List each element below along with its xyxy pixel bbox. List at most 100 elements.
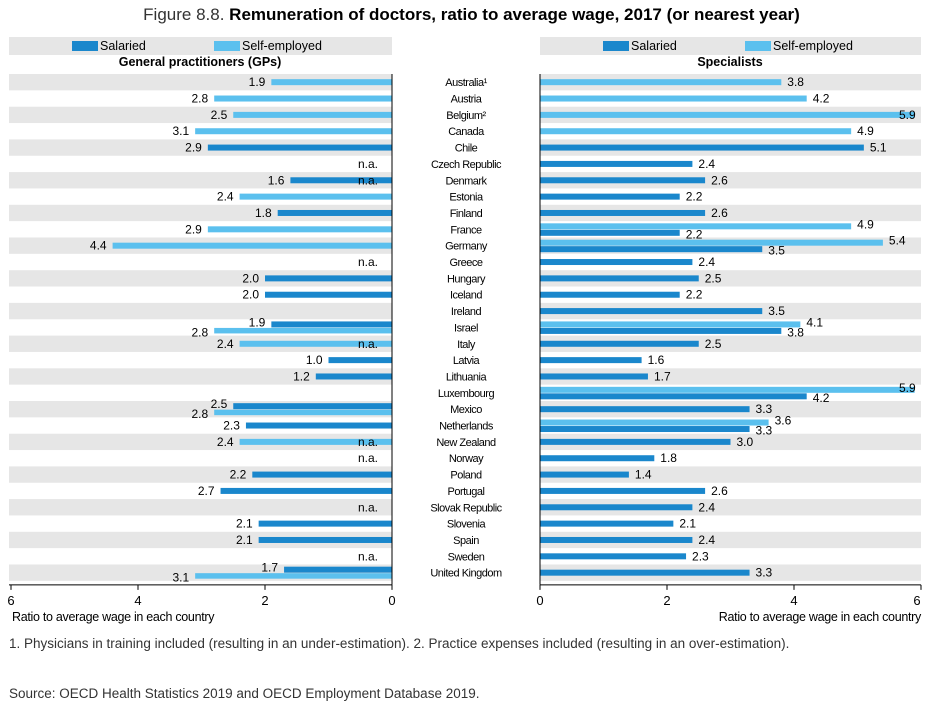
gp-row-band <box>9 172 392 189</box>
sp-value-label-salaried: 3.3 <box>756 402 773 416</box>
sp-bar-self-employed <box>540 128 852 135</box>
sp-value-label-salaried: 2.5 <box>705 337 722 351</box>
sp-bar-salaried <box>540 144 864 151</box>
gp-bar-self-employed <box>239 340 392 347</box>
sp-value-label-salaried: 2.6 <box>711 206 728 220</box>
gp-legend-label-1: Self-employed <box>242 39 322 53</box>
sp-value-label-salaried: 2.4 <box>698 255 715 269</box>
gp-row-band <box>9 302 392 320</box>
gp-panel-title: General practitioners (GPs) <box>119 55 282 69</box>
sp-bar-salaried <box>540 308 763 315</box>
sp-value-label-self-employed: 5.9 <box>899 108 916 122</box>
sp-value-label-salaried: 1.7 <box>654 369 671 383</box>
sp-bar-salaried <box>540 536 693 543</box>
sp-row-band <box>540 172 921 189</box>
sp-x-tick-label: 4 <box>790 593 797 608</box>
country-label: Greece <box>449 257 482 269</box>
country-label: Hungary <box>447 273 486 285</box>
gp-bar-self-employed <box>271 79 392 86</box>
sp-x-axis-title: Ratio to average wage in each country <box>719 610 922 624</box>
sp-x-tick-label: 2 <box>663 593 670 608</box>
country-label: New Zealand <box>436 437 496 449</box>
gp-value-label-self-employed: 2.9 <box>185 222 202 236</box>
sp-legend-swatch-0 <box>603 41 629 51</box>
sp-value-label-self-employed: 3.6 <box>775 414 792 428</box>
gp-row-band <box>9 139 392 156</box>
sp-bar-self-employed <box>540 386 915 393</box>
sp-row-band <box>540 531 921 549</box>
gp-value-label-salaried: 2.5 <box>211 397 228 411</box>
gp-bar-salaried <box>233 403 392 410</box>
gp-row-band <box>9 335 392 352</box>
gp-value-label-self-employed: 2.4 <box>217 435 234 449</box>
sp-value-label-salaried: 3.0 <box>737 435 754 449</box>
country-label: Australia¹ <box>445 77 487 89</box>
sp-row-band <box>540 368 921 385</box>
gp-bar-salaried <box>315 373 392 380</box>
gp-na-label: n.a. <box>358 337 378 351</box>
country-label: Slovak Republic <box>430 502 502 514</box>
gp-bar-self-employed <box>233 111 392 118</box>
sp-row-band <box>540 204 921 222</box>
gp-na-label: n.a. <box>358 435 378 449</box>
gp-value-label-salaried: 2.1 <box>236 517 253 531</box>
sp-bar-salaried <box>540 327 782 334</box>
gp-legend-swatch-0 <box>72 41 98 51</box>
country-label: Belgium² <box>446 110 486 122</box>
gp-value-label-salaried: 2.7 <box>198 484 215 498</box>
gp-row-band <box>9 270 392 287</box>
sp-bar-salaried <box>540 426 750 433</box>
gp-legend-swatch-1 <box>214 41 240 51</box>
sp-bar-salaried <box>540 520 674 527</box>
country-label: Spain <box>453 535 479 547</box>
country-label: Iceland <box>450 290 482 302</box>
sp-bar-salaried <box>540 487 706 494</box>
gp-value-label-self-employed: 3.1 <box>172 571 189 585</box>
gp-value-label-self-employed: 2.8 <box>192 407 209 421</box>
source-note: Source: OECD Health Statistics 2019 and … <box>9 686 480 701</box>
gp-bar-self-employed <box>239 438 392 445</box>
gp-row-band <box>9 531 392 549</box>
sp-bar-salaried <box>540 291 680 298</box>
sp-bar-self-employed <box>540 321 801 328</box>
sp-panel-title: Specialists <box>697 55 762 69</box>
gp-x-tick-label: 4 <box>134 593 141 608</box>
sp-value-label-self-employed: 5.4 <box>889 234 906 248</box>
gp-bar-self-employed <box>214 95 392 102</box>
gp-bar-salaried <box>328 357 392 364</box>
sp-row-band <box>540 466 921 483</box>
gp-bar-salaried <box>271 321 392 328</box>
country-label: Luxembourg <box>438 388 495 400</box>
sp-value-label-salaried: 1.6 <box>648 353 665 367</box>
country-label: Poland <box>450 470 482 482</box>
gp-bar-salaried <box>290 177 392 184</box>
gp-x-axis-title: Ratio to average wage in each country <box>12 610 215 624</box>
country-label: Austria <box>451 94 483 106</box>
sp-value-label-self-employed: 4.9 <box>857 124 874 138</box>
gp-bar-salaried <box>220 487 392 494</box>
sp-value-label-salaried: 2.2 <box>686 190 703 204</box>
gp-na-label: n.a. <box>358 255 378 269</box>
sp-bar-salaried <box>540 357 642 364</box>
gp-bar-self-employed <box>207 226 392 233</box>
sp-legend-label-0: Salaried <box>631 39 677 53</box>
sp-bar-self-employed <box>540 223 852 230</box>
country-label: Czech Republic <box>431 159 502 171</box>
country-label: United Kingdom <box>430 568 502 580</box>
gp-value-label-salaried: 2.0 <box>242 288 259 302</box>
sp-bar-self-employed <box>540 419 769 426</box>
country-label: Denmark <box>445 175 487 187</box>
sp-value-label-salaried: 2.1 <box>679 517 696 531</box>
sp-value-label-salaried: 3.3 <box>756 566 773 580</box>
figure-number: Figure 8.8. <box>143 5 225 24</box>
sp-value-label-salaried: 1.4 <box>635 468 652 482</box>
gp-value-label-self-employed: 4.4 <box>90 239 107 253</box>
sp-bar-salaried <box>540 340 699 347</box>
sp-value-label-salaried: 2.4 <box>698 157 715 171</box>
sp-value-label-salaried: 3.3 <box>756 424 773 438</box>
gp-value-label-salaried: 1.6 <box>268 173 285 187</box>
sp-bar-salaried <box>540 373 648 380</box>
country-label: Estonia <box>449 192 484 204</box>
sp-value-label-salaried: 2.2 <box>686 288 703 302</box>
gp-value-label-salaried: 2.3 <box>223 419 240 433</box>
